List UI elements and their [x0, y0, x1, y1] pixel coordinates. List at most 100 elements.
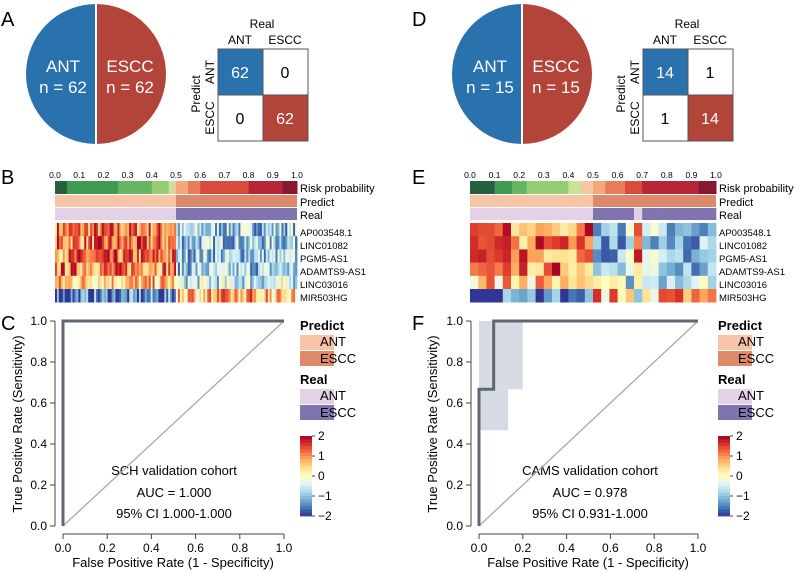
- heatmap-b-cell-4-13: [80, 275, 83, 290]
- heatmap-b-cell-4-118: [285, 275, 288, 290]
- roc-f-ylabel: True Positive Rate (Sensitivity): [425, 335, 440, 512]
- heatmap-e-real-cell-6: [519, 208, 528, 220]
- heatmap-b-cell-3-121: [291, 262, 294, 277]
- heatmap-b-cell-0-82: [215, 223, 218, 237]
- heatmap-b-cell-0-115: [279, 223, 282, 237]
- heatmap-b-cell-3-119: [287, 262, 290, 277]
- heatmap-b-cell-3-85: [220, 262, 224, 277]
- pie-a-slice-escc: [96, 4, 166, 144]
- color-scale-f-tick-label-3: −1: [736, 489, 750, 503]
- heatmap-b-cell-4-11: [76, 275, 79, 290]
- heatmap-e-real-cell-26: [683, 208, 692, 220]
- heatmap-b-cell-4-40: [133, 275, 136, 290]
- heatmap-b-cell-5-41: [135, 289, 138, 303]
- heatmap-e-cell-5-6: [519, 289, 528, 303]
- heatmap-b-cell-5-68: [187, 289, 191, 303]
- roc-c-x-tick-label-2: 0.4: [143, 541, 160, 555]
- heatmap-e-track-risk: Risk probability: [719, 183, 794, 195]
- heatmap-e-cell-3-10: [552, 262, 561, 277]
- heatmap-e-cell-4-10: [552, 275, 561, 290]
- heatmap-b-cell-1-59: [170, 236, 173, 250]
- heatmap-b-cell-1-106: [261, 236, 265, 250]
- heatmap-b-cell-2-8: [70, 249, 73, 263]
- heatmap-e-cell-2-0: [470, 249, 479, 263]
- heatmap-b-cell-5-104: [257, 289, 261, 303]
- roc-f-x-tick-label-4: 0.8: [646, 541, 663, 555]
- heatmap-b-cell-5-97: [244, 289, 247, 303]
- color-scale-c-bar-9: [300, 466, 312, 470]
- heatmap-b-risk-tick-0: 0.0: [49, 170, 61, 180]
- heatmap-b-cell-0-21: [95, 223, 99, 237]
- heatmap-b-cell-5-36: [125, 289, 128, 303]
- heatmap-b-cell-1-119: [287, 236, 290, 250]
- heatmap-e-real-cell-14: [584, 208, 594, 220]
- heatmap-e-real-cell-15: [593, 208, 602, 220]
- heatmap-b-cell-2-115: [279, 249, 282, 263]
- heatmap-b-cell-4-27: [107, 275, 111, 290]
- heatmap-b-cell-5-107: [263, 289, 267, 303]
- heatmap-b-cell-3-10: [74, 262, 77, 277]
- heatmap-b-cell-2-78: [207, 249, 210, 263]
- heatmap-e-real-cell-20: [634, 208, 643, 220]
- heatmap-b-cell-0-50: [152, 223, 155, 237]
- heatmap-b-cell-2-5: [64, 249, 68, 263]
- color-scale-f-bar-4: [718, 449, 730, 454]
- heatmap-b-cell-3-69: [189, 262, 193, 277]
- color-scale-c-bar-17: [300, 492, 312, 497]
- heatmap-b-cell-5-43: [138, 289, 142, 303]
- heatmap-b-cell-5-95: [240, 289, 243, 303]
- heatmap-b-cell-1-91: [232, 236, 235, 250]
- heatmap-b-cell-4-112: [273, 275, 276, 290]
- heatmap-e-cell-4-29: [707, 275, 717, 290]
- heatmap-e-cell-1-19: [625, 236, 635, 250]
- heatmap-e-cell-3-23: [658, 262, 668, 277]
- heatmap-b-cell-3-82: [215, 262, 218, 277]
- heatmap-b-cell-3-73: [197, 262, 200, 277]
- heatmap-b-cell-0-68: [187, 223, 191, 237]
- heatmap-b-cell-3-13: [80, 262, 83, 277]
- heatmap-b-cell-2-30: [113, 249, 116, 263]
- heatmap-e-cell-3-6: [519, 262, 528, 277]
- heatmap-e-real-cell-21: [642, 208, 651, 220]
- heatmap-e-real-cell-28: [699, 208, 709, 220]
- heatmap-b-cell-3-25: [103, 262, 107, 277]
- color-scale-f-bar-20: [718, 502, 730, 507]
- heatmap-b-cell-1-51: [154, 236, 157, 250]
- heatmap-b-cell-4-97: [244, 275, 247, 290]
- heatmap-b-cell-3-9: [72, 262, 75, 277]
- heatmap-b-cell-4-83: [216, 275, 220, 290]
- heatmap-e-cell-3-3: [494, 262, 504, 277]
- heatmap-e-cell-4-21: [642, 275, 651, 290]
- heatmap-e-real-cell-1: [478, 208, 487, 220]
- heatmap-b-cell-2-4: [62, 249, 66, 263]
- heatmap-b-cell-0-17: [88, 223, 91, 237]
- heatmap-e-cell-3-20: [634, 262, 643, 277]
- heatmap-b-cell-0-80: [211, 223, 214, 237]
- heatmap-e-cell-0-6: [519, 223, 528, 237]
- heatmap-e-cell-0-10: [552, 223, 561, 237]
- heatmap-e-cell-1-25: [675, 236, 684, 250]
- heatmap-e-cell-4-7: [527, 275, 536, 290]
- heatmap-b-cell-4-17: [88, 275, 91, 290]
- heatmap-b-cell-0-37: [127, 223, 130, 237]
- roc-f-x-tick-label-3: 0.6: [602, 541, 619, 555]
- heatmap-b-cell-3-103: [256, 262, 259, 277]
- heatmap-b-risk-tick-2: 0.2: [97, 170, 109, 180]
- heatmap-b-cell-0-113: [275, 223, 278, 237]
- heatmap-b-cell-0-27: [107, 223, 111, 237]
- heatmap-b-cell-5-66: [183, 289, 187, 303]
- heatmap-b-cell-1-39: [131, 236, 134, 250]
- heatmap-b-cell-0-53: [158, 223, 161, 237]
- heatmap-e-cell-2-6: [519, 249, 528, 263]
- heatmap-e-cell-3-7: [527, 262, 536, 277]
- heatmap-b-cell-0-33: [119, 223, 122, 237]
- heatmap-b-cell-2-10: [74, 249, 77, 263]
- heatmap-b-cell-0-42: [136, 223, 140, 237]
- heatmap-b-cell-4-52: [156, 275, 159, 290]
- heatmap-b-cell-3-99: [248, 262, 251, 277]
- heatmap-e-cell-2-15: [593, 249, 602, 263]
- heatmap-e-cell-0-5: [511, 223, 520, 237]
- heatmap-e-cell-5-16: [601, 289, 610, 303]
- heatmap-b-cell-0-102: [254, 223, 257, 237]
